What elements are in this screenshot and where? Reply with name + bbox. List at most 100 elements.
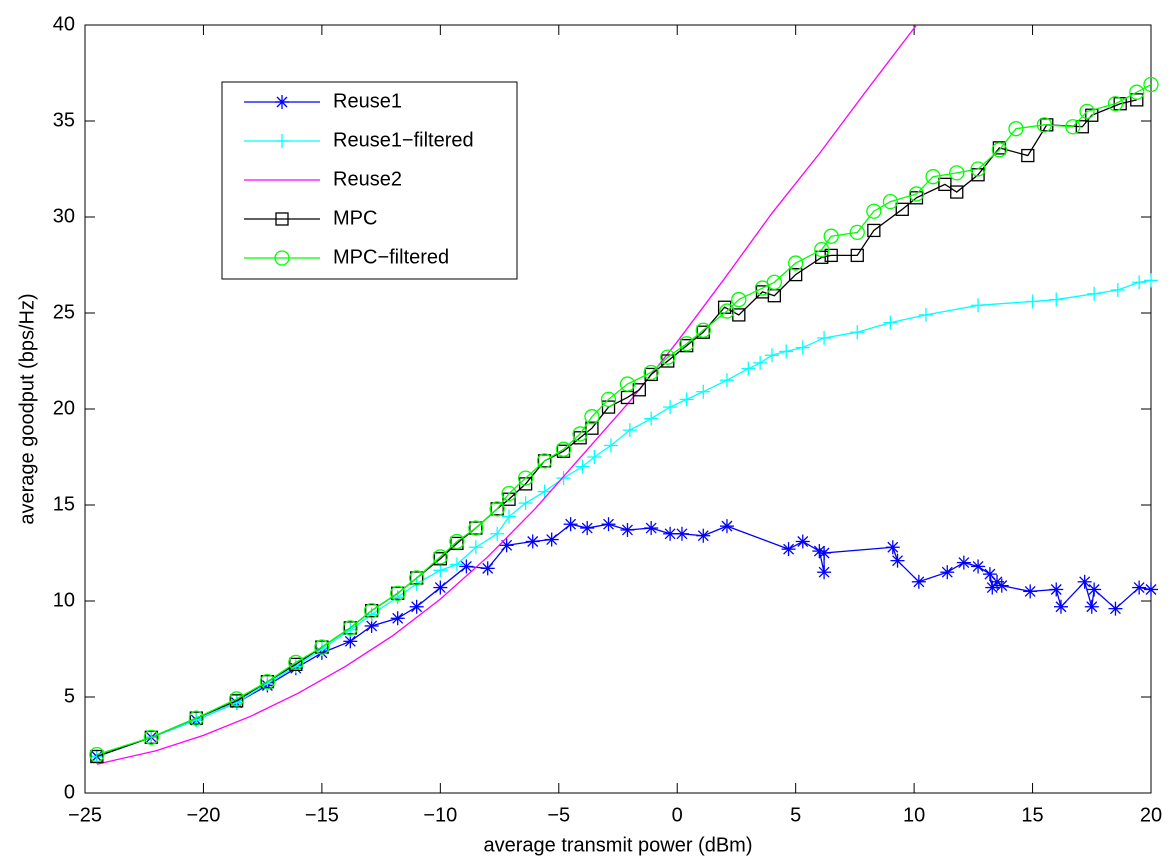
marker bbox=[391, 586, 405, 600]
marker bbox=[994, 578, 1009, 593]
x-tick-label: −10 bbox=[423, 804, 457, 826]
marker bbox=[289, 657, 303, 672]
x-tick-label: −5 bbox=[547, 804, 570, 826]
x-tick-label: 0 bbox=[672, 804, 683, 826]
series-line bbox=[96, 279, 1152, 758]
marker-stroke bbox=[411, 601, 423, 613]
marker bbox=[188, 710, 204, 726]
marker bbox=[680, 338, 694, 353]
marker-stroke bbox=[1088, 584, 1100, 595]
marker-circle bbox=[274, 250, 290, 266]
marker-circle bbox=[849, 224, 865, 241]
marker bbox=[517, 470, 534, 486]
marker bbox=[1108, 601, 1123, 616]
marker bbox=[1084, 599, 1099, 614]
marker-circle bbox=[766, 274, 782, 290]
marker-circle bbox=[449, 533, 465, 550]
marker bbox=[719, 519, 734, 534]
marker-square bbox=[1075, 120, 1089, 134]
marker bbox=[644, 521, 659, 536]
marker bbox=[288, 654, 304, 671]
marker-stroke bbox=[892, 555, 903, 567]
marker bbox=[449, 557, 464, 572]
marker bbox=[584, 409, 600, 425]
y-tick-label: 20 bbox=[53, 397, 75, 419]
marker bbox=[895, 202, 909, 216]
marker bbox=[563, 517, 578, 532]
marker-square bbox=[189, 711, 203, 725]
marker bbox=[866, 203, 882, 219]
marker bbox=[601, 400, 616, 414]
marker-square bbox=[343, 621, 357, 635]
marker-circle bbox=[89, 746, 105, 763]
marker-circle bbox=[342, 620, 358, 636]
marker-stroke bbox=[460, 560, 472, 572]
marker bbox=[229, 694, 244, 708]
marker bbox=[1049, 582, 1064, 597]
marker bbox=[1132, 275, 1147, 290]
marker-stroke bbox=[482, 562, 494, 574]
y-tick-label: 0 bbox=[64, 781, 75, 803]
marker bbox=[911, 574, 926, 589]
marker bbox=[850, 325, 865, 340]
marker-circle bbox=[536, 453, 553, 469]
series-line bbox=[96, 24, 917, 765]
marker bbox=[789, 267, 803, 282]
x-tick-label: 20 bbox=[1140, 804, 1162, 826]
marker bbox=[1021, 148, 1035, 163]
marker bbox=[525, 534, 540, 549]
marker-stroke bbox=[941, 566, 953, 578]
marker bbox=[555, 441, 572, 457]
marker bbox=[1087, 582, 1102, 597]
marker bbox=[950, 185, 964, 199]
marker-square bbox=[537, 454, 552, 468]
marker bbox=[450, 536, 464, 551]
marker bbox=[764, 348, 779, 363]
marker-circle bbox=[584, 409, 600, 425]
marker-circle bbox=[866, 203, 882, 219]
marker bbox=[259, 673, 276, 690]
marker bbox=[985, 580, 1000, 595]
marker bbox=[1107, 96, 1124, 112]
marker bbox=[817, 546, 832, 560]
marker bbox=[817, 330, 832, 345]
marker bbox=[644, 411, 659, 426]
marker bbox=[409, 571, 424, 585]
marker-circle bbox=[643, 364, 659, 381]
marker bbox=[925, 169, 941, 185]
marker bbox=[992, 141, 1007, 155]
marker-circle bbox=[823, 228, 839, 244]
marker bbox=[603, 438, 618, 453]
marker-circle bbox=[572, 426, 588, 442]
legend-label: Reuse2 bbox=[333, 168, 402, 190]
marker bbox=[228, 691, 245, 707]
marker-circle bbox=[555, 441, 572, 457]
marker bbox=[971, 298, 986, 313]
marker bbox=[537, 484, 552, 499]
marker bbox=[956, 555, 971, 570]
marker-stroke bbox=[986, 582, 998, 594]
marker bbox=[90, 749, 104, 764]
marker-stroke bbox=[1079, 576, 1091, 588]
marker-circle bbox=[660, 349, 676, 365]
marker-stroke bbox=[546, 534, 558, 546]
marker bbox=[275, 212, 289, 226]
marker bbox=[315, 640, 329, 654]
marker-stroke bbox=[527, 536, 539, 547]
marker bbox=[949, 165, 965, 181]
marker-circle bbox=[991, 142, 1008, 158]
legend-label: MPC bbox=[333, 207, 377, 229]
marker bbox=[817, 565, 832, 580]
marker-stroke bbox=[603, 518, 614, 530]
marker-square bbox=[696, 325, 710, 339]
y-tick-label: 40 bbox=[53, 13, 75, 35]
marker-square bbox=[289, 657, 303, 672]
marker-stroke bbox=[1050, 584, 1062, 595]
marker-stroke bbox=[276, 96, 288, 108]
marker-circle bbox=[390, 585, 406, 601]
marker bbox=[696, 528, 711, 543]
marker-circle bbox=[288, 654, 304, 671]
marker-circle bbox=[363, 602, 380, 619]
marker-square bbox=[938, 177, 952, 192]
marker-square bbox=[680, 338, 694, 353]
